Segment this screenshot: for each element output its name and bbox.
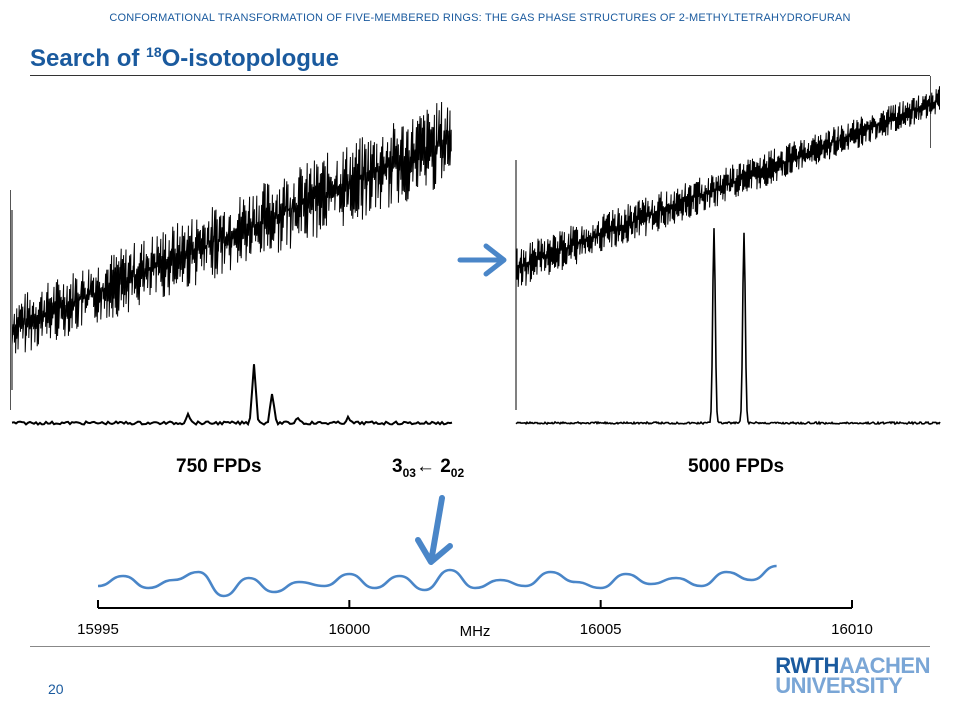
transition-label: 303← 202 — [392, 456, 464, 480]
left-spectrum — [11, 101, 453, 427]
transition-arrow: ← — [415, 456, 435, 477]
left-spectrum-trace — [11, 364, 453, 427]
footer-rule — [30, 646, 930, 647]
title-prefix: Search of — [30, 45, 147, 72]
down-arrow-icon — [415, 495, 453, 565]
series-line — [97, 564, 777, 598]
x-tick-label-16000: 16000 — [328, 621, 370, 638]
title-suffix: O-isotopologue — [161, 45, 339, 72]
logo-light: AACHEN — [838, 653, 931, 678]
left-spectrum-noise — [11, 101, 452, 390]
lower-sub: 02 — [450, 465, 465, 480]
lower-j: 2 — [440, 456, 451, 477]
left-spectrum-label: 750 FPDs — [176, 456, 262, 477]
upper-j: 3 — [392, 456, 403, 477]
right-spectrum-noise — [515, 86, 940, 410]
bottom-spectrum-chart: 15995 16000 16005 16010 MHz — [77, 564, 873, 640]
x-tick-label-16010: 16010 — [831, 621, 873, 638]
x-tick-label-16005: 16005 — [580, 621, 622, 638]
right-spectrum-label: 5000 FPDs — [688, 456, 785, 477]
x-axis-label: MHz — [460, 623, 491, 640]
right-arrow-icon — [457, 243, 507, 277]
logo-bold: RWTH — [775, 653, 839, 678]
running-title: CONFORMATIONAL TRANSFORMATION OF FIVE-ME… — [109, 12, 851, 24]
logo-line-2: UNIVERSITY — [775, 673, 903, 698]
right-spectrum — [515, 86, 941, 426]
left-axis-line — [10, 190, 11, 410]
x-tick-label-15995: 15995 — [77, 621, 119, 638]
x-axis-ticks: 15995 16000 16005 16010 — [77, 600, 873, 638]
slide-title: Search of 18O-isotopologue — [30, 44, 339, 73]
title-superscript: 18 — [146, 44, 162, 60]
logo-line-1: RWTHAACHEN — [775, 653, 931, 678]
rwth-logo: RWTHAACHEN UNIVERSITY — [775, 653, 931, 698]
right-spectrum-trace — [515, 228, 941, 426]
page-number: 20 — [48, 681, 64, 697]
title-rule — [30, 75, 930, 76]
upper-sub: 03 — [402, 465, 416, 480]
